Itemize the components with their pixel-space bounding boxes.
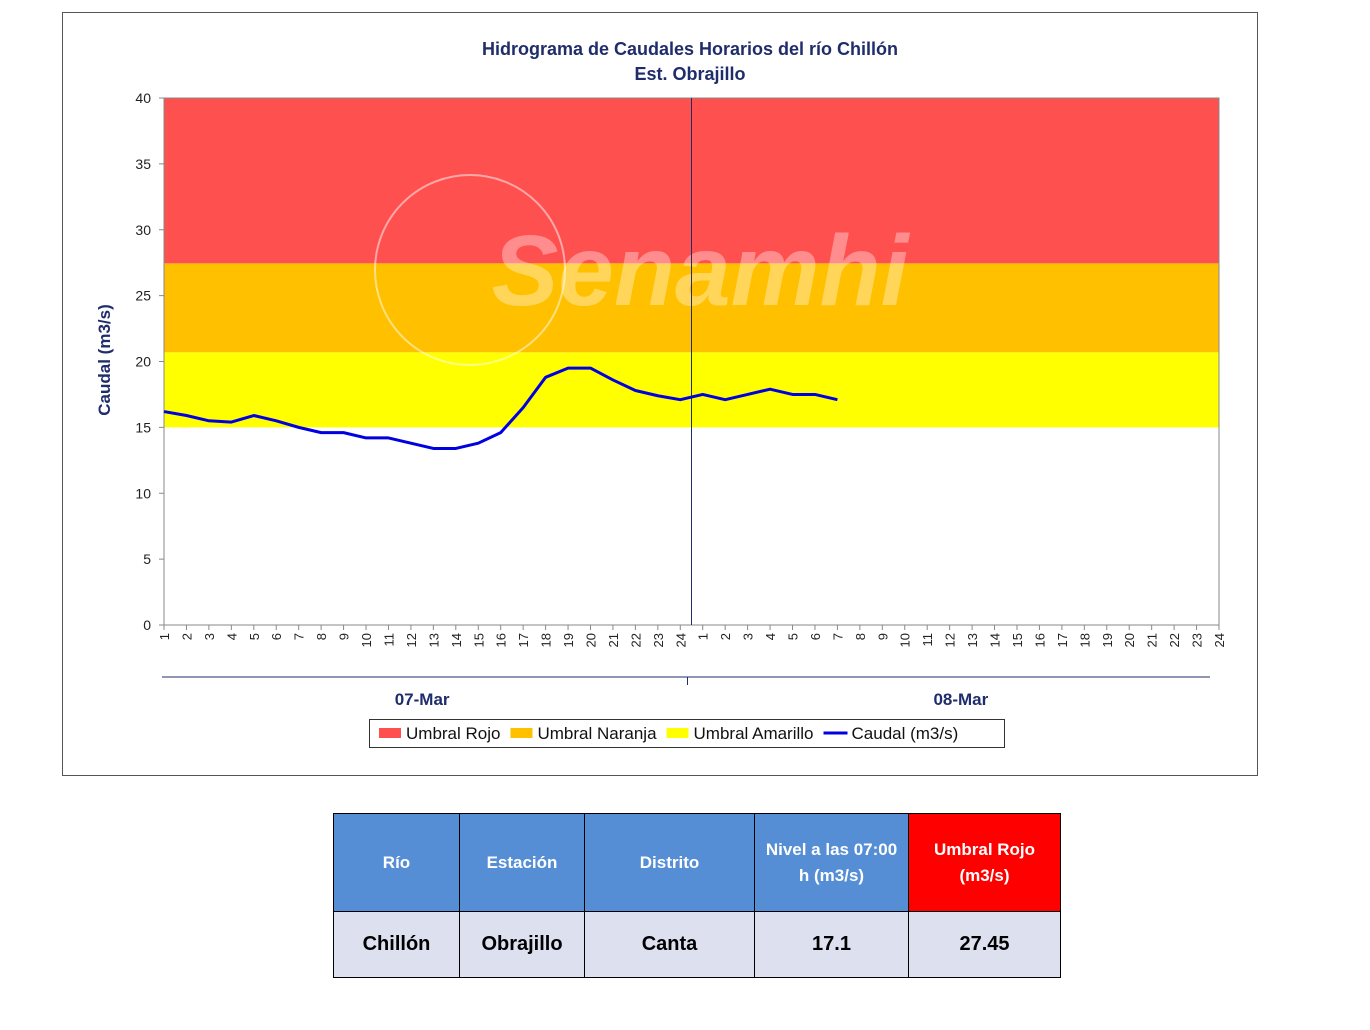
x-tick-label: 17 bbox=[516, 633, 531, 647]
x-tick-label: 22 bbox=[628, 633, 643, 647]
table-cell: 17.1 bbox=[754, 911, 909, 978]
legend-label: Umbral Rojo bbox=[406, 724, 500, 743]
chart-title: Hidrograma de Caudales Horarios del río … bbox=[482, 39, 898, 59]
y-tick-label: 5 bbox=[143, 551, 151, 567]
legend-label: Umbral Naranja bbox=[537, 724, 657, 743]
summary-table: Río Estación Distrito Nivel a las 07:00 … bbox=[333, 813, 1061, 978]
legend-label: Caudal (m3/s) bbox=[852, 724, 959, 743]
legend-swatch bbox=[379, 728, 401, 738]
x-tick-label: 18 bbox=[1077, 633, 1092, 647]
x-tick-label: 10 bbox=[898, 633, 913, 647]
x-tick-label: 20 bbox=[583, 633, 598, 647]
x-tick-label: 19 bbox=[1100, 633, 1115, 647]
x-tick-label: 8 bbox=[853, 633, 868, 640]
x-tick-label: 7 bbox=[830, 633, 845, 640]
table-header: Nivel a las 07:00 h (m3/s) bbox=[754, 813, 909, 912]
table-cell: Canta bbox=[584, 911, 755, 978]
x-tick-label: 13 bbox=[965, 633, 980, 647]
x-tick-label: 15 bbox=[1010, 633, 1025, 647]
x-tick-label: 12 bbox=[404, 633, 419, 647]
x-tick-label: 6 bbox=[808, 633, 823, 640]
x-tick-label: 15 bbox=[471, 633, 486, 647]
table-header: Distrito bbox=[584, 813, 755, 912]
x-tick-label: 19 bbox=[561, 633, 576, 647]
y-tick-label: 25 bbox=[135, 288, 151, 304]
y-tick-label: 40 bbox=[135, 90, 151, 106]
table-cell: Obrajillo bbox=[459, 911, 585, 978]
y-tick-label: 0 bbox=[143, 617, 151, 633]
chart: Hidrograma de Caudales Horarios del río … bbox=[62, 12, 1258, 776]
legend-items: Umbral Rojo Umbral Naranja Umbral Amarillo… bbox=[379, 724, 958, 743]
x-tick-label: 9 bbox=[875, 633, 890, 640]
group-label: 07-Mar bbox=[395, 690, 450, 709]
x-tick-label: 16 bbox=[494, 633, 509, 647]
x-tick-label: 23 bbox=[651, 633, 666, 647]
x-tick-label: 3 bbox=[741, 633, 756, 640]
x-tick-label: 17 bbox=[1055, 633, 1070, 647]
x-tick-label: 12 bbox=[943, 633, 958, 647]
table-header: Umbral Rojo (m3/s) bbox=[908, 813, 1061, 912]
y-tick-label: 20 bbox=[135, 354, 151, 370]
x-tick-label: 13 bbox=[426, 633, 441, 647]
chart-subtitle: Est. Obrajillo bbox=[634, 64, 745, 84]
x-tick-label: 8 bbox=[314, 633, 329, 640]
x-tick-label: 4 bbox=[763, 633, 778, 640]
table-header: Río bbox=[333, 813, 460, 912]
table-cell: Chillón bbox=[333, 911, 460, 978]
x-tick-label: 4 bbox=[224, 633, 239, 640]
y-tick-label: 15 bbox=[135, 419, 151, 435]
x-tick-label: 3 bbox=[202, 633, 217, 640]
legend-swatch bbox=[510, 728, 533, 738]
x-tick-label: 20 bbox=[1122, 633, 1137, 647]
x-tick-label: 7 bbox=[292, 633, 307, 640]
series-line bbox=[163, 366, 838, 450]
x-tick-label: 22 bbox=[1167, 633, 1182, 647]
y-tick-label: 35 bbox=[135, 156, 151, 172]
x-tick-label: 10 bbox=[359, 633, 374, 647]
x-tick-label: 14 bbox=[449, 633, 464, 647]
x-tick-label: 11 bbox=[920, 633, 935, 647]
x-tick-label: 21 bbox=[1145, 633, 1160, 647]
watermark-sun bbox=[374, 174, 566, 366]
x-tick-label: 1 bbox=[696, 633, 711, 640]
x-tick-label: 6 bbox=[269, 633, 284, 640]
x-tick-label: 5 bbox=[786, 633, 801, 640]
x-tick-label: 9 bbox=[337, 633, 352, 640]
watermark: Senamhi bbox=[492, 215, 911, 327]
table-cell: 27.45 bbox=[908, 911, 1061, 978]
y-tick-label: 30 bbox=[135, 222, 151, 238]
y-axis-label: Caudal (m3/s) bbox=[95, 304, 114, 415]
x-tick-label: 14 bbox=[988, 633, 1003, 647]
x-tick-label: 5 bbox=[247, 633, 262, 640]
x-tick-label: 21 bbox=[606, 633, 621, 647]
x-tick-label: 24 bbox=[673, 633, 688, 647]
x-tick-label: 23 bbox=[1190, 633, 1205, 647]
x-tick-label: 1 bbox=[157, 633, 172, 640]
x-tick-label: 18 bbox=[539, 633, 554, 647]
x-tick-label: 16 bbox=[1032, 633, 1047, 647]
table-header: Estación bbox=[459, 813, 585, 912]
group-label: 08-Mar bbox=[933, 690, 988, 709]
legend-label: Umbral Amarillo bbox=[694, 724, 814, 743]
x-tick-label: 24 bbox=[1212, 633, 1227, 647]
x-tick-label: 2 bbox=[179, 633, 194, 640]
y-tick-label: 10 bbox=[135, 485, 151, 501]
x-tick-label: 2 bbox=[718, 633, 733, 640]
legend-swatch bbox=[666, 728, 689, 738]
x-tick-label: 11 bbox=[381, 633, 396, 647]
